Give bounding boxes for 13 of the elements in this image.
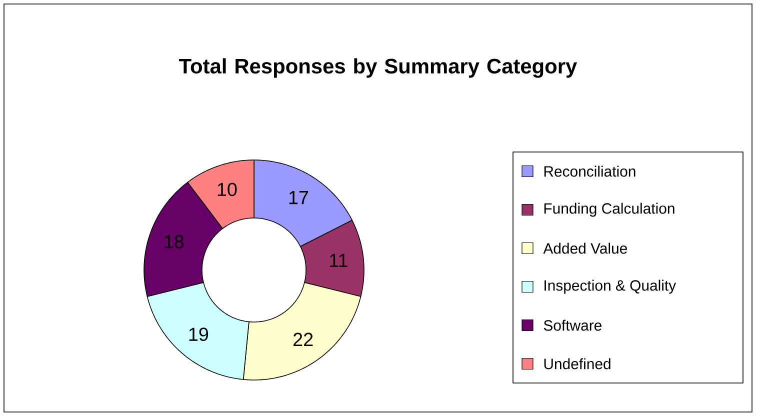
data-label: 22 (293, 332, 313, 346)
legend-label: Funding Calculation (544, 202, 674, 217)
legend-label: Software (544, 320, 602, 331)
chart-title: Total Responses by Summary Category (179, 58, 578, 78)
data-label: 18 (164, 234, 184, 248)
legend-label: Reconciliation (544, 166, 636, 177)
legend-label: Inspection & Quality (544, 280, 676, 294)
data-label: 17 (289, 191, 308, 204)
data-label: 19 (189, 328, 208, 342)
data-label: 10 (218, 182, 237, 196)
legend-label: Added Value (543, 242, 627, 254)
legend-label: Undefined (544, 358, 610, 370)
data-label: 11 (330, 254, 348, 267)
